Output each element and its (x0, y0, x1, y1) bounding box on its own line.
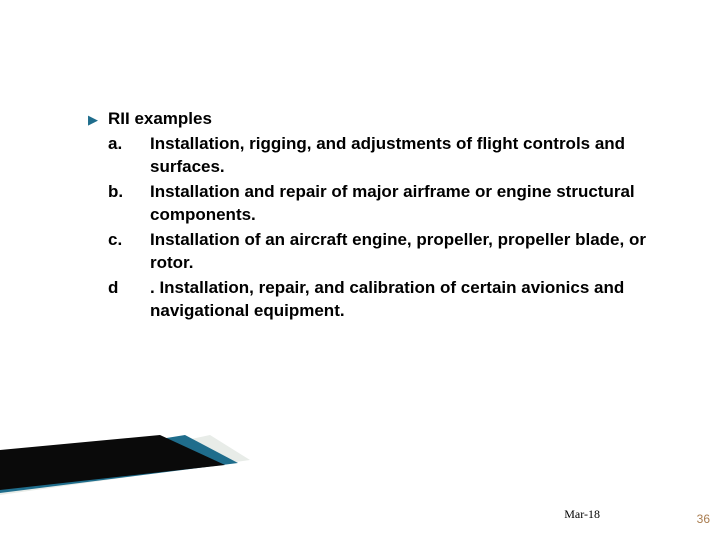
item-text: Installation, rigging, and adjustments o… (150, 133, 648, 179)
item-label: b. (108, 181, 150, 204)
corner-decor-icon (0, 435, 260, 495)
item-text: Installation of an aircraft engine, prop… (150, 229, 648, 275)
list-item: d . Installation, repair, and calibratio… (88, 277, 648, 323)
list-item: a. Installation, rigging, and adjustment… (88, 133, 648, 179)
item-label: c. (108, 229, 150, 252)
list-item: b. Installation and repair of major airf… (88, 181, 648, 227)
heading-row: ▶ RII examples (88, 108, 648, 131)
item-label: d (108, 277, 150, 300)
content-block: ▶ RII examples a. Installation, rigging,… (88, 108, 648, 322)
item-text: . Installation, repair, and calibration … (150, 277, 648, 323)
page-number: 36 (697, 512, 710, 526)
item-label: a. (108, 133, 150, 156)
heading-text: RII examples (108, 108, 212, 131)
footer-date: Mar-18 (564, 507, 600, 522)
item-text: Installation and repair of major airfram… (150, 181, 648, 227)
slide: ▶ RII examples a. Installation, rigging,… (0, 0, 720, 540)
bullet-icon: ▶ (88, 112, 98, 128)
list-item: c. Installation of an aircraft engine, p… (88, 229, 648, 275)
